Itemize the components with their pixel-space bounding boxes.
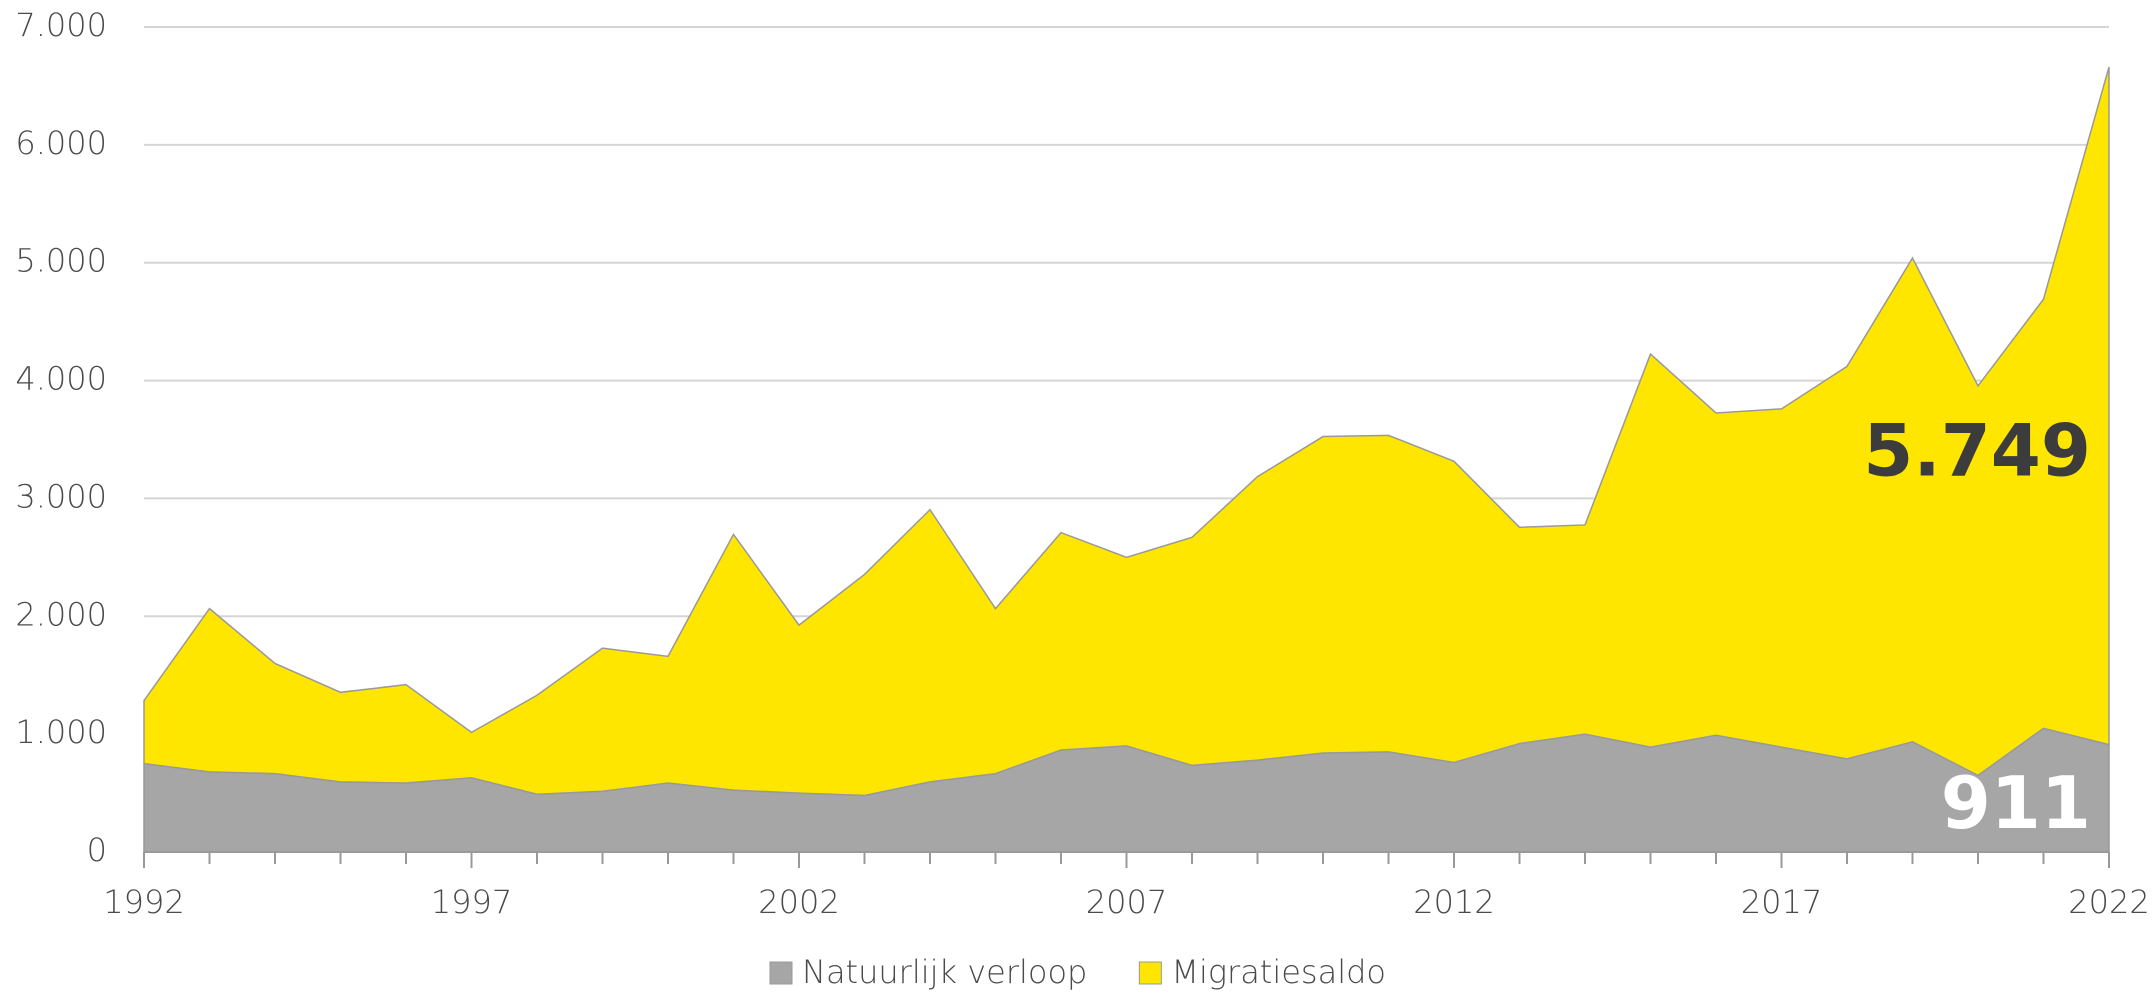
y-tick-label: 2.000 bbox=[15, 595, 107, 633]
legend-label: Migratiesaldo bbox=[1171, 953, 1386, 991]
x-tick-label: 2022 bbox=[2068, 883, 2149, 921]
area bbox=[143, 66, 2110, 797]
legend-swatch bbox=[769, 961, 793, 985]
x-tick-label: 2007 bbox=[1086, 883, 1167, 921]
y-tick-label: 1.000 bbox=[15, 713, 107, 751]
y-tick-label: 5.000 bbox=[15, 242, 107, 280]
legend-label: Natuurlijk verloop bbox=[802, 953, 1087, 991]
data-label: 5.749 bbox=[1863, 409, 2091, 493]
x-tick-label: 2002 bbox=[758, 883, 839, 921]
x-tick-label: 2017 bbox=[1741, 883, 1822, 921]
y-tick-label: 0 bbox=[87, 831, 107, 869]
y-tick-label: 6.000 bbox=[15, 124, 107, 162]
x-tick-label: 2012 bbox=[1413, 883, 1494, 921]
y-tick-label: 4.000 bbox=[15, 360, 107, 398]
y-tick-label: 7.000 bbox=[15, 6, 107, 44]
y-tick-label: 3.000 bbox=[15, 477, 107, 515]
x-tick-label: 1997 bbox=[431, 883, 512, 921]
legend-swatch bbox=[1138, 961, 1162, 985]
x-tick-label: 1992 bbox=[103, 883, 184, 921]
data-label: 911 bbox=[1941, 761, 2091, 845]
